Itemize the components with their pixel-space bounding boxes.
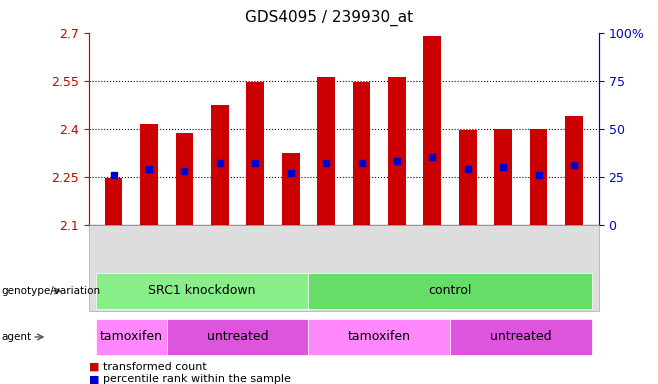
Point xyxy=(215,160,225,166)
Bar xyxy=(105,178,122,225)
Point xyxy=(356,160,367,166)
Text: control: control xyxy=(428,285,472,297)
Bar xyxy=(459,130,476,225)
Point xyxy=(143,166,154,172)
Point xyxy=(498,164,509,170)
Bar xyxy=(176,134,193,225)
Text: SRC1 knockdown: SRC1 knockdown xyxy=(149,285,256,297)
Point xyxy=(286,170,296,176)
Point xyxy=(463,166,473,172)
Text: genotype/variation: genotype/variation xyxy=(1,286,101,296)
Bar xyxy=(211,105,229,225)
Point xyxy=(427,154,438,161)
Text: ■: ■ xyxy=(89,362,99,372)
Point xyxy=(321,160,332,166)
Text: untreated: untreated xyxy=(490,331,551,343)
Point xyxy=(250,160,261,166)
Bar xyxy=(282,153,299,225)
Text: untreated: untreated xyxy=(207,331,268,343)
Bar xyxy=(530,129,547,225)
Text: agent: agent xyxy=(1,332,32,342)
Bar xyxy=(246,82,264,225)
Bar xyxy=(140,124,158,225)
Point xyxy=(392,158,402,164)
Text: tamoxifen: tamoxifen xyxy=(347,331,411,343)
Text: transformed count: transformed count xyxy=(103,362,207,372)
Point xyxy=(569,162,579,168)
Bar xyxy=(565,116,583,225)
Point xyxy=(109,172,119,178)
Bar xyxy=(388,78,406,225)
Text: tamoxifen: tamoxifen xyxy=(100,331,163,343)
Bar xyxy=(317,78,335,225)
Text: percentile rank within the sample: percentile rank within the sample xyxy=(103,374,291,384)
Text: GDS4095 / 239930_at: GDS4095 / 239930_at xyxy=(245,10,413,26)
Bar xyxy=(353,82,370,225)
Text: ■: ■ xyxy=(89,374,99,384)
Point xyxy=(179,168,190,174)
Bar xyxy=(424,36,442,225)
Point xyxy=(534,172,544,178)
Bar xyxy=(494,129,512,225)
